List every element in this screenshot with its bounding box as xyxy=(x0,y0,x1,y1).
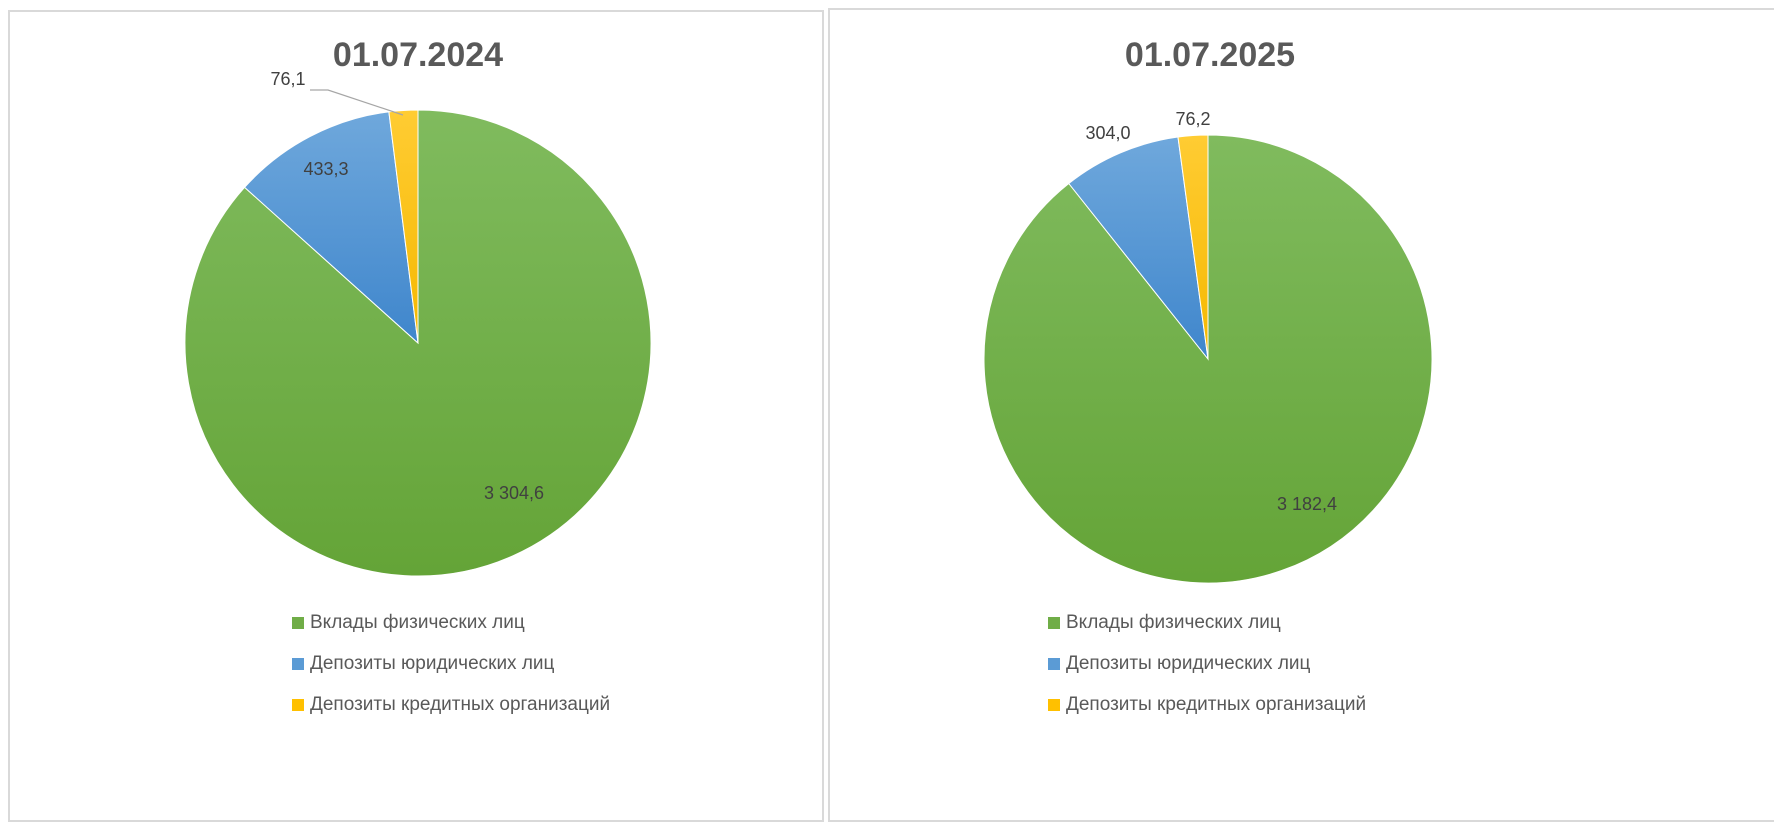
legend-swatch-blue xyxy=(1048,657,1060,670)
data-label: 76,2 xyxy=(1175,109,1210,129)
chart-panel-2024: 01.07.2024 3 304,6 433,3 76,1 Вклады физич… xyxy=(8,10,824,822)
legend-item: Депозиты юридических лиц xyxy=(292,643,610,684)
chart-panel-2025: 01.07.2025 3 182,4 304,0 76,2 Вклады физич… xyxy=(828,8,1774,822)
legend-item: Депозиты кредитных организаций xyxy=(1048,684,1366,725)
legend-label: Депозиты юридических лиц xyxy=(1066,652,1311,674)
pie-slice-legal-entities xyxy=(243,111,419,345)
data-label: 3 182,4 xyxy=(1277,494,1337,514)
legend-item: Депозиты кредитных организаций xyxy=(292,684,610,725)
legend-label: Вклады физических лиц xyxy=(1066,611,1281,633)
legend: Вклады физических лиц Депозиты юридическ… xyxy=(1048,602,1366,725)
leader-line xyxy=(310,89,404,116)
pie-slice-credit-orgs xyxy=(388,109,419,344)
pie-slice-individuals xyxy=(983,134,1433,584)
legend-item: Депозиты юридических лиц xyxy=(1048,643,1366,684)
legend-swatch-green xyxy=(292,616,304,629)
pie-chart: 3 182,4 304,0 76,2 xyxy=(983,109,1433,584)
data-label: 3 304,6 xyxy=(484,483,544,503)
data-label: 304,0 xyxy=(1085,123,1130,143)
legend-item: Вклады физических лиц xyxy=(292,602,610,643)
chart-title: 01.07.2025 xyxy=(1124,36,1296,74)
legend-label: Вклады физических лиц xyxy=(310,611,525,633)
pie-chart: 3 304,6 433,3 76,1 xyxy=(184,69,652,577)
chart-title: 01.07.2024 xyxy=(332,36,504,74)
legend-item: Вклады физических лиц xyxy=(1048,602,1366,643)
legend-swatch-yellow xyxy=(292,698,304,711)
legend-label: Депозиты кредитных организаций xyxy=(310,693,611,715)
data-label: 433,3 xyxy=(303,159,348,179)
legend-swatch-green xyxy=(1048,616,1060,629)
data-label: 76,1 xyxy=(270,69,305,89)
legend: Вклады физических лиц Депозиты юридическ… xyxy=(292,602,610,725)
legend-swatch-yellow xyxy=(1048,698,1060,711)
legend-label: Депозиты кредитных организаций xyxy=(1066,693,1367,715)
legend-label: Депозиты юридических лиц xyxy=(310,652,555,674)
pie-slice-credit-orgs xyxy=(1177,134,1209,360)
legend-swatch-blue xyxy=(292,657,304,670)
pie-slice-legal-entities xyxy=(1068,136,1209,361)
